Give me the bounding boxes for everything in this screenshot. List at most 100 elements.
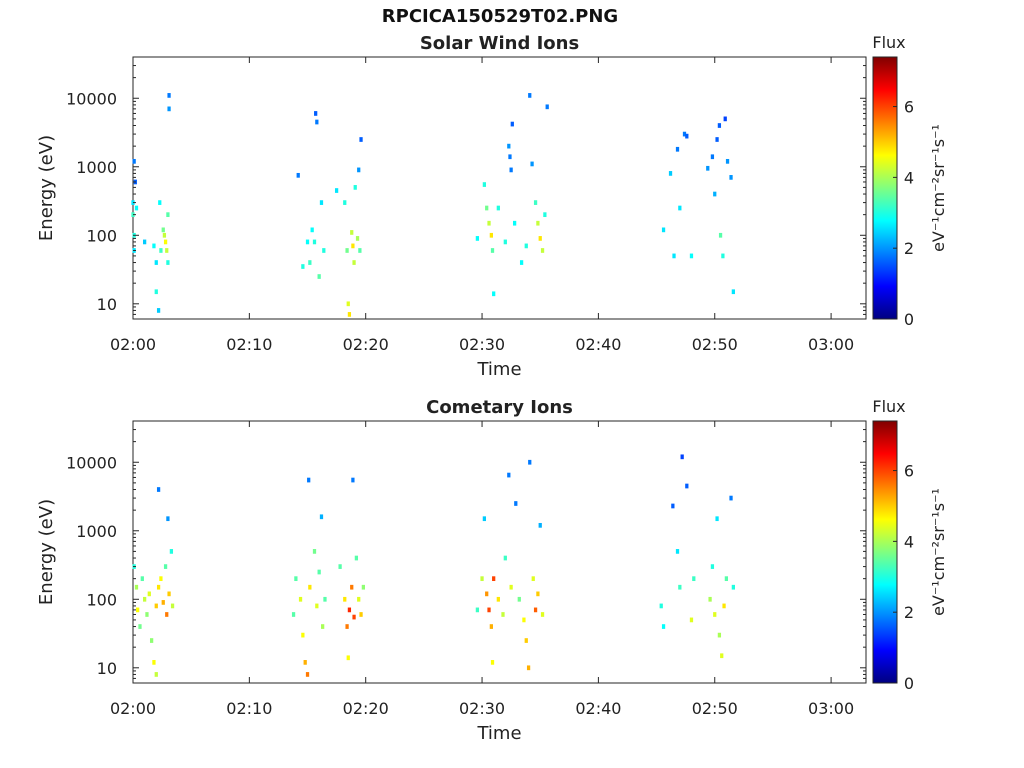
figure-title: RPCICA150529T02.PNG (381, 6, 619, 27)
data-cell (526, 665, 531, 671)
data-cell (359, 612, 363, 617)
data-cell (490, 248, 495, 253)
data-cell (308, 260, 312, 265)
data-cell (359, 137, 363, 142)
data-cell (346, 301, 350, 307)
data-cell (161, 227, 165, 233)
colorbar-unit-label: eV⁻¹cm⁻²sr⁻¹s⁻¹ (929, 488, 948, 616)
data-cell (524, 638, 528, 643)
data-cell (671, 503, 675, 509)
data-cell (685, 133, 689, 139)
data-cell (355, 236, 360, 241)
data-cell (165, 612, 169, 617)
data-cell (170, 603, 175, 609)
data-cell (480, 576, 484, 582)
data-cell (319, 514, 324, 520)
data-cell (533, 607, 538, 613)
data-cell (350, 230, 354, 235)
data-cell (154, 603, 158, 609)
data-cell (482, 182, 487, 187)
data-cell (485, 205, 489, 211)
data-cell (149, 638, 154, 643)
data-cell (713, 191, 717, 197)
data-cell (731, 289, 735, 295)
data-cell (689, 617, 694, 623)
data-cell (310, 227, 314, 233)
data-cell (350, 584, 354, 590)
data-cell (143, 596, 147, 602)
data-cell (136, 607, 140, 613)
data-cell (672, 253, 676, 259)
data-cell (540, 612, 545, 617)
data-cell (358, 248, 362, 253)
data-cell (715, 516, 719, 522)
data-cell (680, 454, 684, 460)
data-cell (509, 167, 513, 173)
data-cell (351, 243, 355, 249)
data-cell (536, 591, 540, 597)
data-cell (351, 477, 355, 483)
data-cell (720, 653, 724, 659)
data-cell (132, 158, 136, 164)
data-cell (357, 596, 361, 602)
data-cell (485, 591, 489, 597)
x-tick-label: 02:00 (110, 699, 156, 718)
data-cell (545, 104, 549, 110)
data-cell (503, 555, 507, 561)
data-cell (317, 569, 321, 575)
y-tick-label: 10000 (66, 89, 117, 108)
data-cell (352, 260, 356, 265)
data-cell (294, 576, 298, 582)
data-cell (682, 131, 687, 137)
data-cell (296, 172, 300, 178)
data-cell (522, 617, 526, 623)
data-cells (131, 93, 735, 317)
data-cell (156, 487, 161, 492)
data-cell (685, 483, 689, 489)
data-cell (322, 248, 326, 253)
data-cell (321, 624, 325, 629)
data-cell (169, 549, 174, 554)
data-cell (661, 624, 666, 629)
data-cell (718, 232, 723, 238)
colorbar-tick-label: 2 (904, 603, 914, 622)
plot-area (132, 420, 867, 684)
data-cell (361, 584, 366, 590)
x-tick-label: 02:30 (459, 699, 505, 718)
x-tick-label: 02:50 (692, 699, 738, 718)
data-cell (675, 549, 680, 554)
data-cell (163, 239, 168, 245)
data-cell (530, 161, 534, 167)
data-cell (717, 632, 722, 638)
data-cell (301, 264, 305, 269)
x-axis-label: Time (476, 359, 521, 380)
colorbar-tick-label: 0 (904, 674, 914, 693)
data-cell (659, 603, 663, 609)
data-cell (725, 158, 730, 164)
y-tick-label: 1000 (76, 158, 117, 177)
data-cell (512, 220, 517, 226)
data-cell (715, 137, 719, 142)
data-cell (307, 477, 311, 483)
data-cell (347, 312, 352, 317)
data-cell (543, 212, 547, 218)
colorbar-unit-label: eV⁻¹cm⁻²sr⁻¹s⁻¹ (929, 124, 948, 252)
data-cell (291, 612, 296, 617)
y-tick-label: 10000 (66, 453, 117, 472)
data-cell (315, 603, 319, 609)
colorbar-tick-label: 4 (904, 532, 914, 551)
data-cell (343, 200, 347, 205)
data-cell (166, 516, 170, 522)
data-cell (692, 576, 696, 582)
colorbar-tick-label: 6 (904, 462, 914, 481)
data-cell (487, 220, 491, 226)
data-cell (706, 165, 710, 171)
data-cell (303, 660, 307, 665)
data-cell (678, 205, 682, 211)
data-cell (689, 253, 694, 259)
plot-area (132, 56, 867, 320)
data-cell (134, 205, 139, 211)
data-cell (538, 236, 542, 241)
data-cell (503, 239, 507, 245)
data-cell (492, 576, 496, 582)
